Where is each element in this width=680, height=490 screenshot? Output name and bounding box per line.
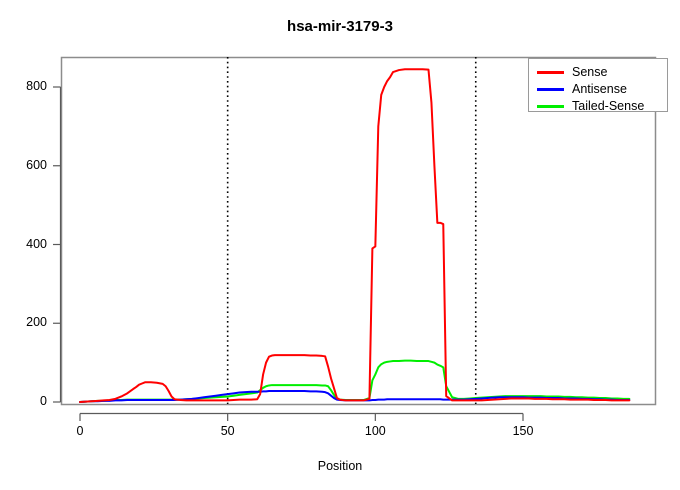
- legend-label-tailed-sense: Tailed-Sense: [572, 98, 645, 113]
- y-tick-label: 800: [26, 79, 47, 93]
- reference-lines-layer: [226, 57, 477, 404]
- legend-item-antisense: Antisense: [537, 81, 627, 97]
- x-tick-label: 150: [512, 424, 534, 438]
- series-layer: [79, 68, 631, 403]
- series-line-sense: [79, 68, 631, 403]
- legend-swatch-antisense: [537, 87, 564, 91]
- legend-item-sense: Sense: [537, 64, 607, 80]
- chart-legend: Sense Antisense Tailed-Sense: [528, 58, 668, 112]
- legend-swatch-tailed-sense: [537, 104, 564, 108]
- series-line-tailed-sense: [79, 359, 631, 403]
- y-tick-label: 400: [26, 236, 47, 251]
- x-tick-label: 0: [76, 424, 84, 438]
- x-tick-label: 50: [220, 424, 235, 438]
- plot-frame: [60, 56, 657, 406]
- x-axis-label: Position: [317, 459, 363, 473]
- axes-layer: [53, 56, 657, 421]
- x-tick-label: 100: [364, 424, 386, 438]
- y-tick-label: 200: [26, 315, 47, 330]
- y-tick-label: 0: [40, 394, 47, 408]
- legend-item-tailed-sense: Tailed-Sense: [537, 98, 644, 114]
- chart-title: hsa-mir-3179-3: [287, 18, 393, 35]
- legend-label-antisense: Antisense: [572, 81, 627, 96]
- legend-label-sense: Sense: [572, 64, 608, 79]
- legend-swatch-sense: [537, 70, 564, 74]
- y-tick-label: 600: [26, 157, 47, 172]
